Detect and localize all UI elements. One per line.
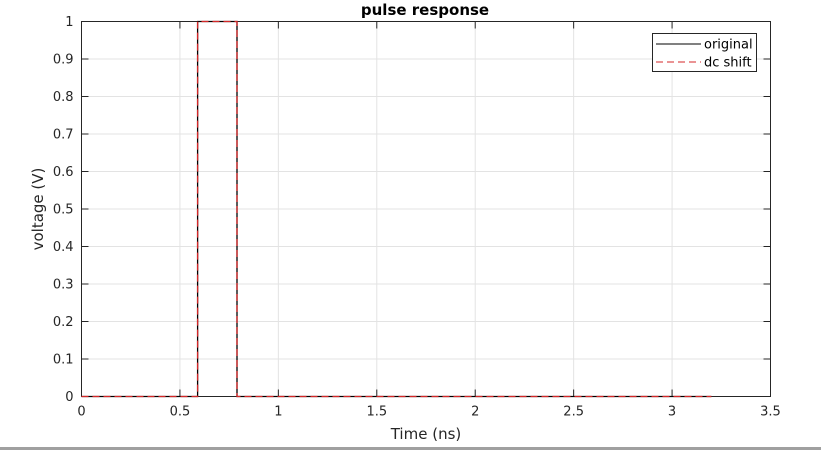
x-tick-label: 3.5: [760, 405, 781, 420]
y-tick-label: 0.7: [53, 128, 74, 143]
legend-label-dc-shift: dc shift: [704, 56, 752, 71]
y-tick-label: 0.4: [53, 240, 74, 255]
x-tick-label: 3: [668, 405, 676, 420]
y-tick-label: 0.1: [53, 353, 74, 368]
y-tick-label: 0.3: [53, 278, 74, 293]
axis-ticks: [81, 21, 771, 397]
y-tick-label: 0.8: [53, 90, 74, 105]
y-tick-label: 0: [65, 390, 73, 405]
window-bottom-border: [0, 447, 821, 450]
series-line-dc-shift: [81, 20, 712, 398]
legend: original dc shift: [652, 33, 757, 72]
y-tick-labels: 0 0.1 0.2 0.3 0.4 0.5 0.6 0.7 0.8 0.9 1: [53, 15, 74, 405]
y-tick-label: 0.6: [53, 165, 74, 180]
grid-lines: [81, 21, 771, 397]
y-tick-label: 0.9: [53, 53, 74, 68]
y-tick-label: 1: [65, 15, 73, 30]
x-tick-label: 0.5: [170, 405, 191, 420]
x-axis-label: Time (ns): [390, 425, 462, 443]
x-tick-label: 0: [77, 405, 85, 420]
legend-box: [652, 33, 757, 72]
x-tick-label: 1: [274, 405, 282, 420]
y-tick-label: 0.2: [53, 315, 74, 330]
x-tick-label: 2.5: [563, 405, 584, 420]
series-lines: [81, 20, 712, 398]
x-tick-label: 2: [471, 405, 479, 420]
x-tick-labels: 0 0.5 1 1.5 2 2.5 3 3.5: [77, 405, 780, 420]
y-axis-label: voltage (V): [29, 168, 47, 251]
y-tick-label: 0.5: [53, 203, 74, 218]
legend-label-original: original: [704, 38, 753, 53]
chart-title: pulse response: [361, 1, 489, 19]
x-tick-label: 1.5: [366, 405, 387, 420]
